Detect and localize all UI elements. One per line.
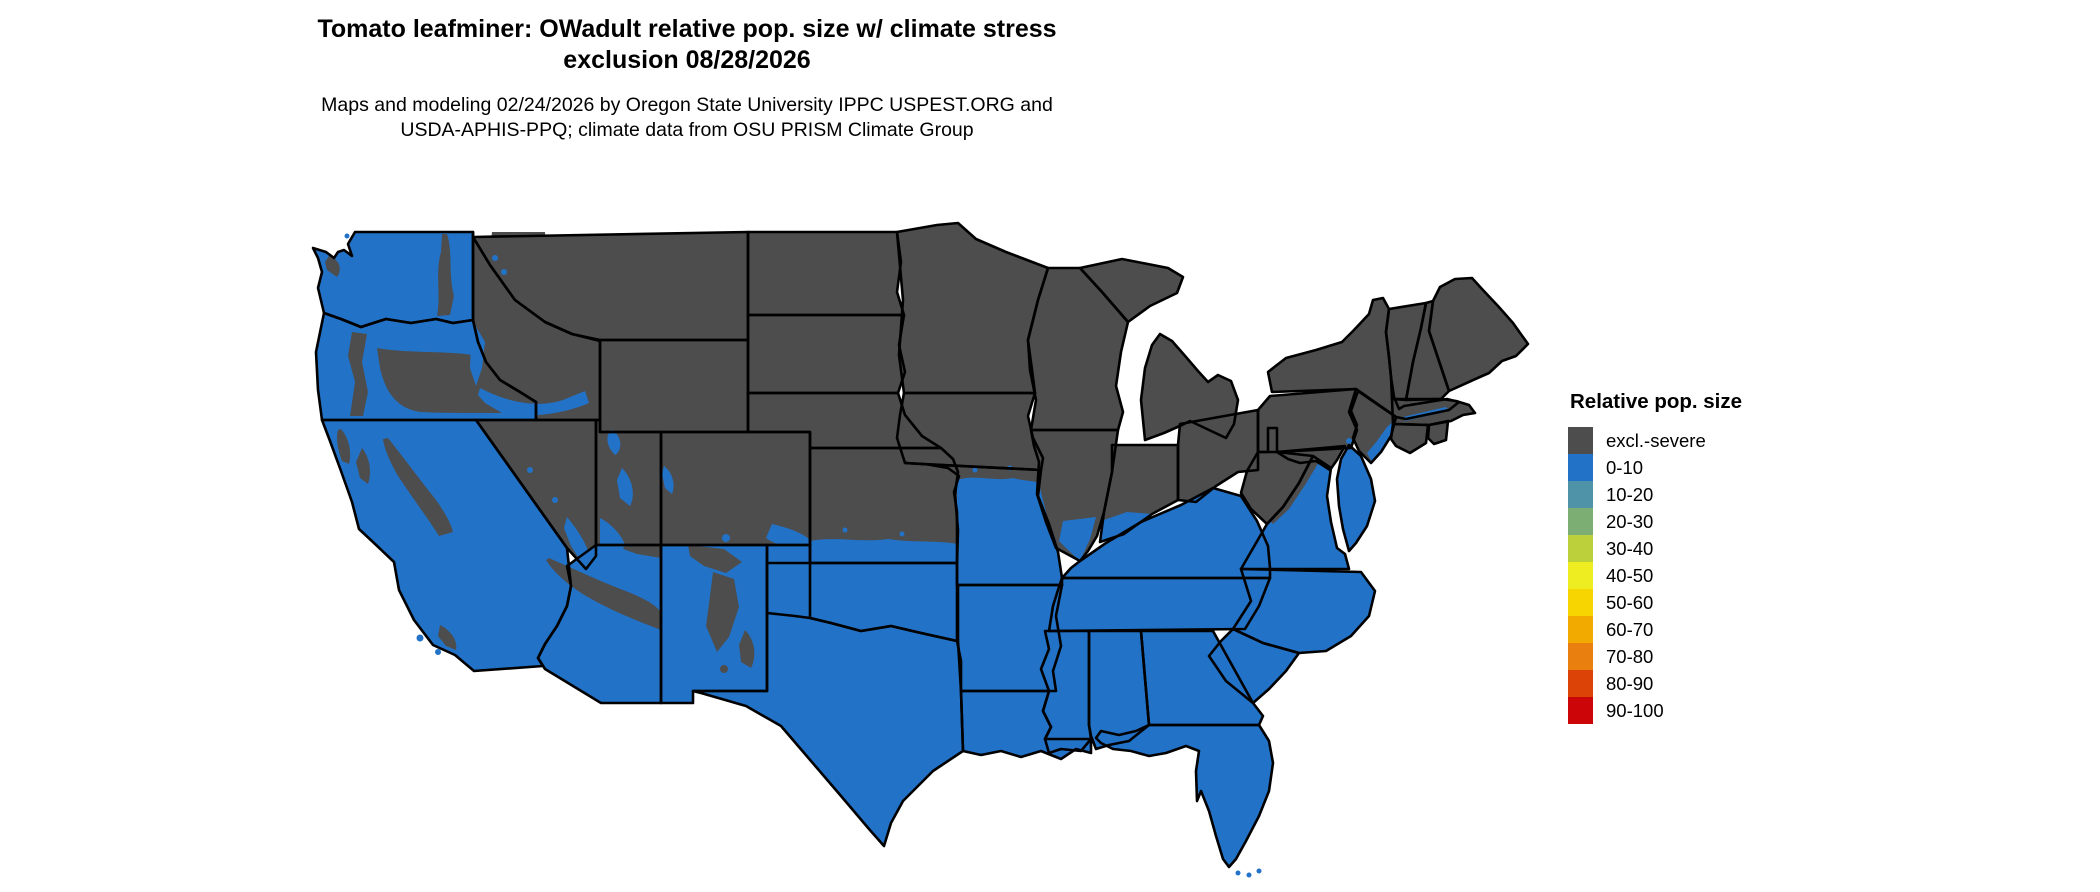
subtitle-line1: Maps and modeling 02/24/2026 by Oregon S…	[321, 94, 1053, 116]
legend-item: 10-20	[1568, 481, 1828, 508]
patch-az-northeast	[623, 545, 661, 558]
legend-label: 60-70	[1606, 619, 1654, 640]
us-map-svg	[311, 221, 1530, 878]
legend-label: 50-60	[1606, 592, 1654, 613]
legend-swatch-20-30	[1568, 508, 1593, 535]
channel-island-2	[435, 649, 441, 655]
patch-id-west	[470, 325, 485, 386]
patch-nj-coast	[1367, 421, 1394, 462]
patch-nm-sacramento	[739, 630, 755, 668]
map-header: Tomato leafminer: OWadult relative pop. …	[12, 14, 1362, 143]
map-subtitle: Maps and modeling 02/24/2026 by Oregon S…	[12, 93, 1362, 143]
patch-ca-socal	[438, 625, 457, 650]
legend-swatch-0-10	[1568, 454, 1593, 481]
subtitle-line2: USDA-APHIS-PPQ; climate data from OSU PR…	[400, 119, 974, 141]
legend-item: 40-50	[1568, 562, 1828, 589]
page-title-line1: Tomato leafminer: OWadult relative pop. …	[317, 15, 1057, 43]
legend-rows: excl.-severe 0-10 10-20 20-30 30-40 40-5…	[1568, 427, 1828, 724]
legend-swatch-70-80	[1568, 643, 1593, 670]
patch-co-southeast	[766, 524, 810, 556]
legend-label: excl.-severe	[1606, 430, 1706, 451]
legend-title: Relative pop. size	[1570, 390, 1743, 413]
legend-item: 80-90	[1568, 670, 1828, 697]
patch-mt-1	[492, 255, 498, 261]
patch-tx-davis	[720, 665, 728, 673]
patch-nm-central	[706, 572, 739, 652]
state-connecticut	[1391, 424, 1428, 453]
florida-key-3	[1256, 868, 1262, 874]
patch-ut-southwest	[600, 518, 625, 545]
patch-nv-west	[476, 426, 494, 468]
legend-item: 30-40	[1568, 535, 1828, 562]
legend-label: 90-100	[1606, 700, 1664, 721]
florida-key-2	[1246, 872, 1252, 878]
legend-swatch-50-60	[1568, 589, 1593, 616]
legend-label: 70-80	[1606, 646, 1654, 667]
legend-item: 70-80	[1568, 643, 1828, 670]
state-colorado	[661, 432, 810, 545]
state-pennsylvania	[1258, 389, 1357, 452]
patch-ut-central	[617, 468, 633, 506]
patch-wa-northeast	[490, 232, 547, 283]
patch-ca-sierra	[383, 438, 453, 536]
legend-label: 30-40	[1606, 538, 1654, 559]
patch-or-cascades	[348, 332, 368, 416]
legend-swatch-excl-severe	[1568, 427, 1593, 454]
legend-item: 0-10	[1568, 454, 1828, 481]
patch-mo-south	[957, 477, 1062, 585]
patch-co-sanluis	[722, 534, 730, 542]
state-wyoming	[600, 340, 748, 432]
patch-mt-2	[501, 269, 507, 275]
legend-swatch-80-90	[1568, 670, 1593, 697]
patch-pa-southeast	[1346, 438, 1352, 444]
map-legend: Relative pop. size excl.-severe 0-10 10-…	[1568, 390, 1828, 724]
legend-item: excl.-severe	[1568, 427, 1828, 454]
us-climate-suitability-map	[228, 148, 1575, 892]
patch-in-south	[1100, 512, 1152, 542]
patch-nv-dot1	[527, 467, 533, 473]
legend-swatch-10-20	[1568, 481, 1593, 508]
legend-swatch-60-70	[1568, 616, 1593, 643]
state-south-dakota	[748, 315, 905, 393]
state-minnesota	[897, 223, 1048, 393]
patch-wa-cascades	[437, 234, 454, 316]
channel-island-1	[416, 634, 424, 642]
patch-boundary-dot2	[899, 531, 905, 537]
legend-label: 10-20	[1606, 484, 1654, 505]
legend-item: 50-60	[1568, 589, 1828, 616]
florida-key-1	[1235, 870, 1241, 876]
legend-swatch-30-40	[1568, 535, 1593, 562]
legend-item: 60-70	[1568, 616, 1828, 643]
patch-boundary-dot1	[842, 527, 848, 533]
legend-item: 90-100	[1568, 697, 1828, 724]
patch-nm-north	[688, 545, 742, 573]
patch-id-snake-plain	[478, 388, 589, 416]
patch-ca-range2	[356, 448, 370, 484]
patch-boundary-dot3	[972, 467, 978, 473]
patch-wa-olympics	[325, 256, 340, 277]
patch-ca-north-range	[337, 429, 351, 464]
legend-label: 40-50	[1606, 565, 1654, 586]
legend-label: 20-30	[1606, 511, 1654, 532]
legend-swatch-40-50	[1568, 562, 1593, 589]
raster-texture-patches	[325, 232, 1449, 878]
patch-ks-south	[810, 539, 957, 563]
patch-ut-north	[607, 430, 621, 455]
patch-az-mogollon	[546, 558, 661, 630]
patch-nv-south	[564, 517, 591, 563]
patch-nv-dot2	[552, 497, 558, 503]
patch-il-south	[1059, 517, 1096, 561]
patch-co-west	[662, 466, 674, 494]
legend-label: 80-90	[1606, 673, 1654, 694]
legend-label: 0-10	[1606, 457, 1644, 478]
legend-swatch-90-100	[1568, 697, 1593, 724]
legend-item: 20-30	[1568, 508, 1828, 535]
page-title-line2: exclusion 08/28/2026	[563, 46, 811, 74]
san-juan-island	[344, 233, 350, 239]
state-north-dakota	[748, 232, 904, 315]
